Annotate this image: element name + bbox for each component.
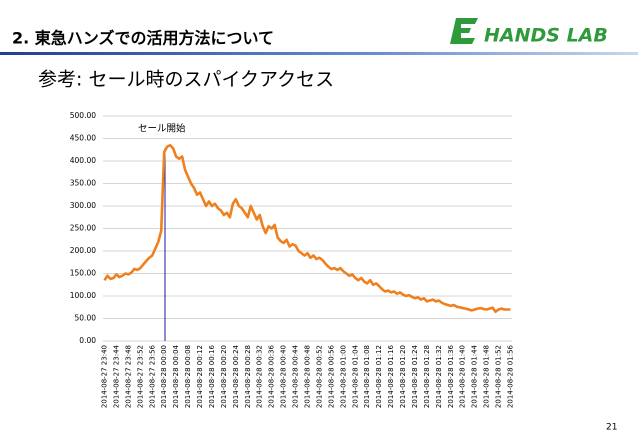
x-tick-label: 2014-08-28 01:00: [339, 345, 347, 408]
x-tick-label: 2014-08-28 00:48: [304, 345, 312, 408]
y-tick-label: 50.00: [75, 314, 97, 323]
x-tick-label: 2014-08-27 23:40: [100, 345, 108, 408]
x-tick-label: 2014-08-28 00:00: [160, 345, 168, 408]
logo: HANDS LAB: [450, 18, 608, 47]
page-number: 21: [606, 423, 617, 433]
x-tick-label: 2014-08-28 00:04: [172, 344, 180, 408]
annotation: セール開始: [138, 123, 186, 135]
x-tick-label: 2014-08-28 01:32: [435, 345, 443, 408]
x-tick-label: 2014-08-28 01:04: [351, 344, 359, 408]
x-tick-label: 2014-08-28 00:36: [268, 344, 276, 408]
slide-title: 2. 東急ハンズでの活用方法について: [12, 29, 274, 48]
x-tick-label: 2014-08-27 23:44: [112, 344, 120, 408]
y-tick-label: 450.00: [70, 134, 96, 143]
x-tick-label: 2014-08-28 01:40: [459, 345, 467, 408]
x-tick-label: 2014-08-28 01:12: [375, 345, 383, 408]
x-tick-label: 2014-08-28 01:48: [483, 345, 491, 408]
x-tick-label: 2014-08-28 00:12: [196, 345, 204, 408]
x-tick-label: 2014-08-27 23:52: [136, 345, 144, 408]
x-tick-label: 2014-08-28 01:08: [363, 345, 371, 408]
x-tick-label: 2014-08-28 01:24: [411, 344, 419, 408]
x-tick-label: 2014-08-28 00:44: [292, 344, 300, 408]
x-tick-label: 2014-08-28 00:56: [327, 344, 335, 408]
x-tick-label: 2014-08-28 00:52: [315, 345, 323, 408]
y-tick-label: 250.00: [70, 224, 96, 233]
y-tick-label: 0.00: [79, 336, 96, 345]
y-tick-label: 400.00: [70, 156, 96, 165]
x-tick-label: 2014-08-28 01:28: [423, 345, 431, 408]
x-tick-label: 2014-08-28 00:08: [184, 345, 192, 408]
x-tick-label: 2014-08-28 01:20: [399, 345, 407, 408]
x-tick-label: 2014-08-28 00:20: [220, 345, 228, 408]
data-line: [103, 143, 511, 314]
x-tick-label: 2014-08-28 01:16: [387, 344, 395, 408]
x-tick-label: 2014-08-28 00:16: [208, 344, 216, 408]
title-underline: [0, 52, 638, 55]
x-tick-label: 2014-08-28 00:32: [256, 345, 264, 408]
x-tick-label: 2014-08-28 00:24: [232, 344, 240, 408]
x-tick-label: 2014-08-28 01:56: [507, 344, 515, 408]
logo-text: HANDS LAB: [484, 25, 608, 47]
y-tick-label: 100.00: [70, 291, 96, 300]
y-tick-label: 350.00: [70, 179, 96, 188]
x-tick-label: 2014-08-28 00:28: [244, 345, 252, 408]
y-tick-label: 500.00: [70, 111, 96, 120]
y-tick-label: 150.00: [70, 269, 96, 278]
x-tick-label: 2014-08-28 01:52: [495, 345, 503, 408]
x-tick-label: 2014-08-28 01:36: [447, 344, 455, 408]
y-tick-label: 300.00: [70, 201, 96, 210]
subtitle: 参考: セール時のスパイクアクセス: [38, 69, 334, 91]
x-tick-label: 2014-08-27 23:56: [148, 344, 156, 408]
x-tick-label: 2014-08-28 01:44: [471, 344, 479, 408]
y-tick-label: 200.00: [70, 246, 96, 255]
x-tick-label: 2014-08-28 00:40: [280, 345, 288, 408]
x-tick-label: 2014-08-27 23:48: [124, 345, 132, 408]
